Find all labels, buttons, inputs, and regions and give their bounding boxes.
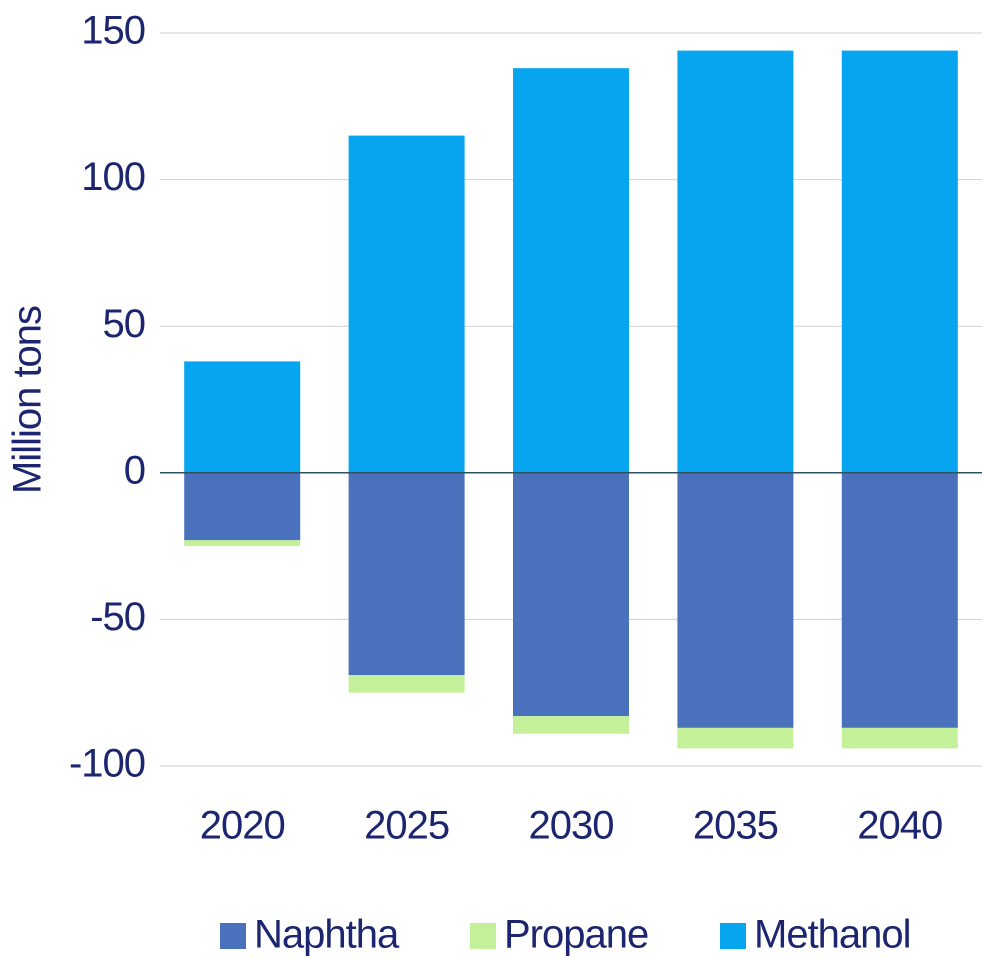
legend-swatch [470,923,496,949]
x-tick-label: 2020 [200,804,285,848]
bar-segment [841,727,958,749]
bar-segment [841,472,958,728]
bar-segment [184,472,301,541]
y-tick-label: 100 [81,155,145,199]
y-tick-label: 150 [81,9,145,53]
legend-label: Naphtha [254,913,400,957]
bar-segment [677,727,794,749]
y-tick-label: 50 [103,302,146,346]
bar-segment [841,50,958,473]
x-tick-label: 2030 [529,804,614,848]
y-tick-label: -100 [69,742,145,786]
bar-segment [513,716,629,734]
legend-label: Propane [504,913,648,957]
bar-segment [348,135,465,473]
legend-label: Methanol [754,913,911,957]
x-tick-label: 2035 [693,804,778,848]
bar-segment [184,361,301,473]
bar-segment [348,472,465,676]
x-tick-label: 2025 [364,804,449,848]
bar-segment [677,50,794,473]
legend-swatch [720,923,746,949]
y-axis-title: Million tons [6,306,50,494]
bar-segment [513,68,629,473]
bar-segment [348,675,465,693]
bar-segment [677,472,794,728]
bar-segment [513,472,629,717]
legend-swatch [220,923,246,949]
y-tick-label: -50 [90,595,145,639]
bar-segment [184,540,301,547]
y-tick-label: 0 [124,448,145,492]
x-tick-label: 2040 [857,804,942,848]
